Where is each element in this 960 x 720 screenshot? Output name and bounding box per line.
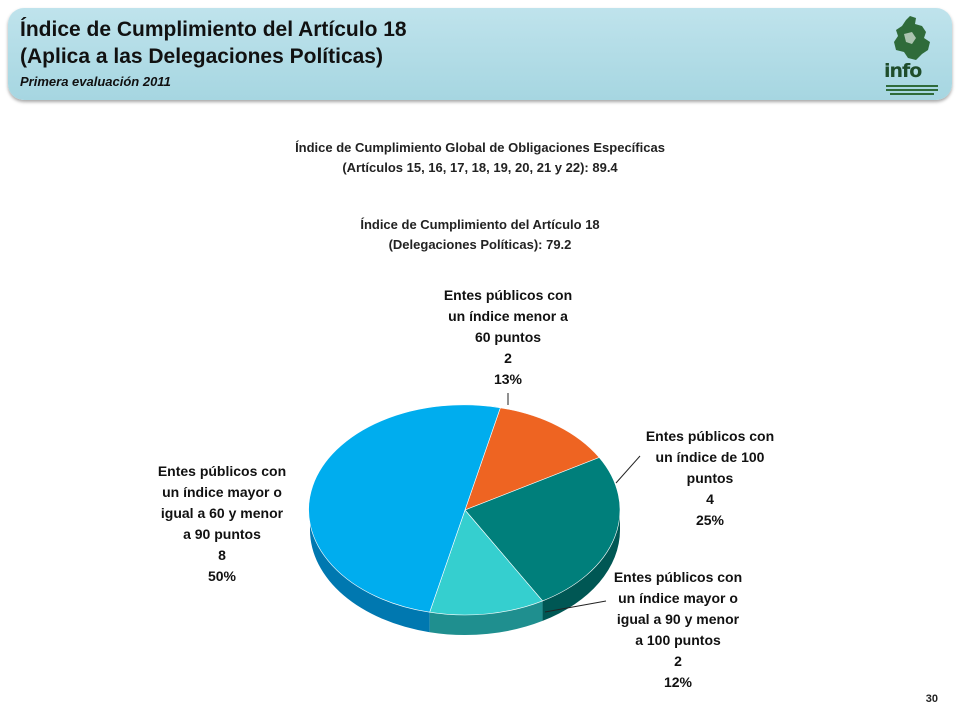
slice-label-1-line-4: 25%: [695, 512, 725, 528]
slice-label-1: Entes públicos con un índice de 100 puntos…: [630, 426, 790, 531]
slice-label-3-line-1: un índice mayor o: [162, 484, 282, 500]
pie-slice-0: [464, 407, 600, 511]
page-title: Índice de Cumplimiento del Artículo 18: [20, 18, 407, 41]
slice-label-2-line-0: Entes públicos con: [613, 569, 743, 585]
map-silhouette-icon: [894, 16, 930, 60]
slice-label-3-line-3: a 90 puntos: [183, 526, 261, 542]
slice-label-2-line-3: a 100 puntos: [635, 632, 721, 648]
pie-slice-1: [464, 457, 621, 602]
slice-label-1-line-3: 4: [706, 491, 714, 507]
slice-label-2-line-2: igual a 90 y menor: [616, 611, 740, 627]
info-logo: info: [882, 14, 942, 98]
slice-label-3-line-4: 8: [218, 547, 226, 563]
pie-slice-2: [429, 509, 544, 616]
pie-slice-3: [308, 404, 501, 613]
logo-wordmark: info: [884, 60, 922, 82]
global-index-line1: Índice de Cumplimiento Global de Obligac…: [295, 140, 665, 155]
slice-label-0-line-3: 2: [504, 350, 512, 366]
slice-label-2-line-1: un índice mayor o: [618, 590, 738, 606]
slice-label-1-line-0: Entes públicos con: [645, 428, 775, 444]
slice-label-1-line-1: un índice de 100: [655, 449, 765, 465]
slice-label-0-line-4: 13%: [493, 371, 523, 387]
slice-label-3-line-0: Entes públicos con: [157, 463, 287, 479]
slice-label-2: Entes públicos con un índice mayor o igual…: [598, 567, 758, 693]
slice-label-3-line-5: 50%: [207, 568, 237, 584]
slice-label-0-line-0: Entes públicos con: [443, 287, 573, 303]
pie-side-3-0: [310, 510, 430, 633]
slice-label-3: Entes públicos con un índice mayor o igual…: [142, 461, 302, 587]
slice-label-0-line-2: 60 puntos: [474, 329, 542, 345]
leader-line-1: [615, 455, 641, 484]
evaluation-subtitle: Primera evaluación 2011: [20, 74, 171, 89]
slice-label-2-line-4: 2: [674, 653, 682, 669]
header-banner: Índice de Cumplimiento del Artículo 18 (…: [8, 8, 952, 100]
slice-label-0: Entes públicos con un índice menor a 60 pu…: [428, 285, 588, 390]
pie-side-2-0: [429, 600, 543, 635]
leader-line-2: [544, 600, 607, 613]
pie-side-1-0: [542, 510, 620, 621]
slice-label-1-line-2: puntos: [686, 470, 734, 486]
slice-label-2-line-5: 12%: [663, 674, 693, 690]
logo-fine-print: [886, 85, 938, 95]
slice-label-3-line-2: igual a 60 y menor: [160, 505, 284, 521]
art18-index-line2: (Delegaciones Políticas): 79.2: [388, 237, 572, 252]
slice-label-0-line-1: un índice menor a: [448, 308, 568, 324]
art18-index-line1: Índice de Cumplimiento del Artículo 18: [360, 217, 600, 232]
global-index-line2: (Artículos 15, 16, 17, 18, 19, 20, 21 y …: [342, 160, 618, 175]
page-number: 30: [925, 693, 938, 705]
page-title-line2: (Aplica a las Delegaciones Políticas): [20, 45, 383, 68]
